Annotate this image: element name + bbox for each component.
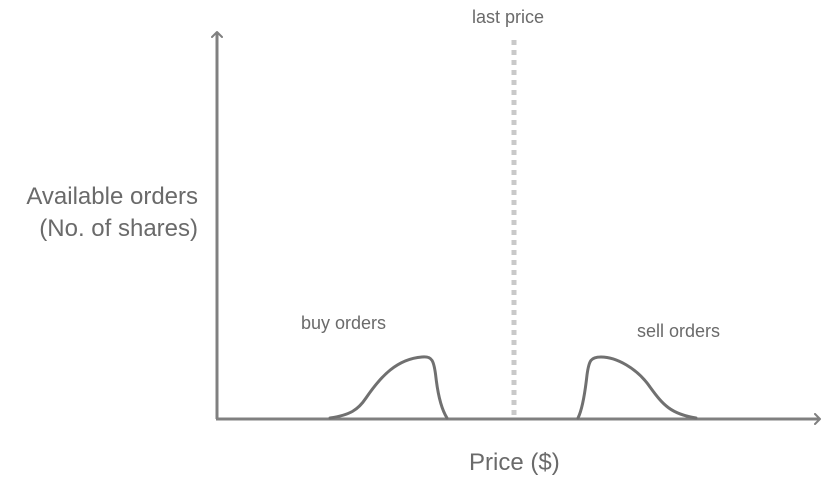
y-axis-label-line-1: Available orders [26,183,198,210]
x-axis-label: Price ($) [469,449,560,476]
buy-orders-curve [328,355,449,420]
last-price-label: last price [472,7,545,27]
sell-orders-label: sell orders [637,321,721,341]
sell-orders-curve [576,355,698,420]
y-axis-label-line-2: (No. of shares) [39,215,198,242]
buy-orders-label: buy orders [301,313,387,333]
y-axis-label: Available orders (No. of shares) [26,181,198,245]
